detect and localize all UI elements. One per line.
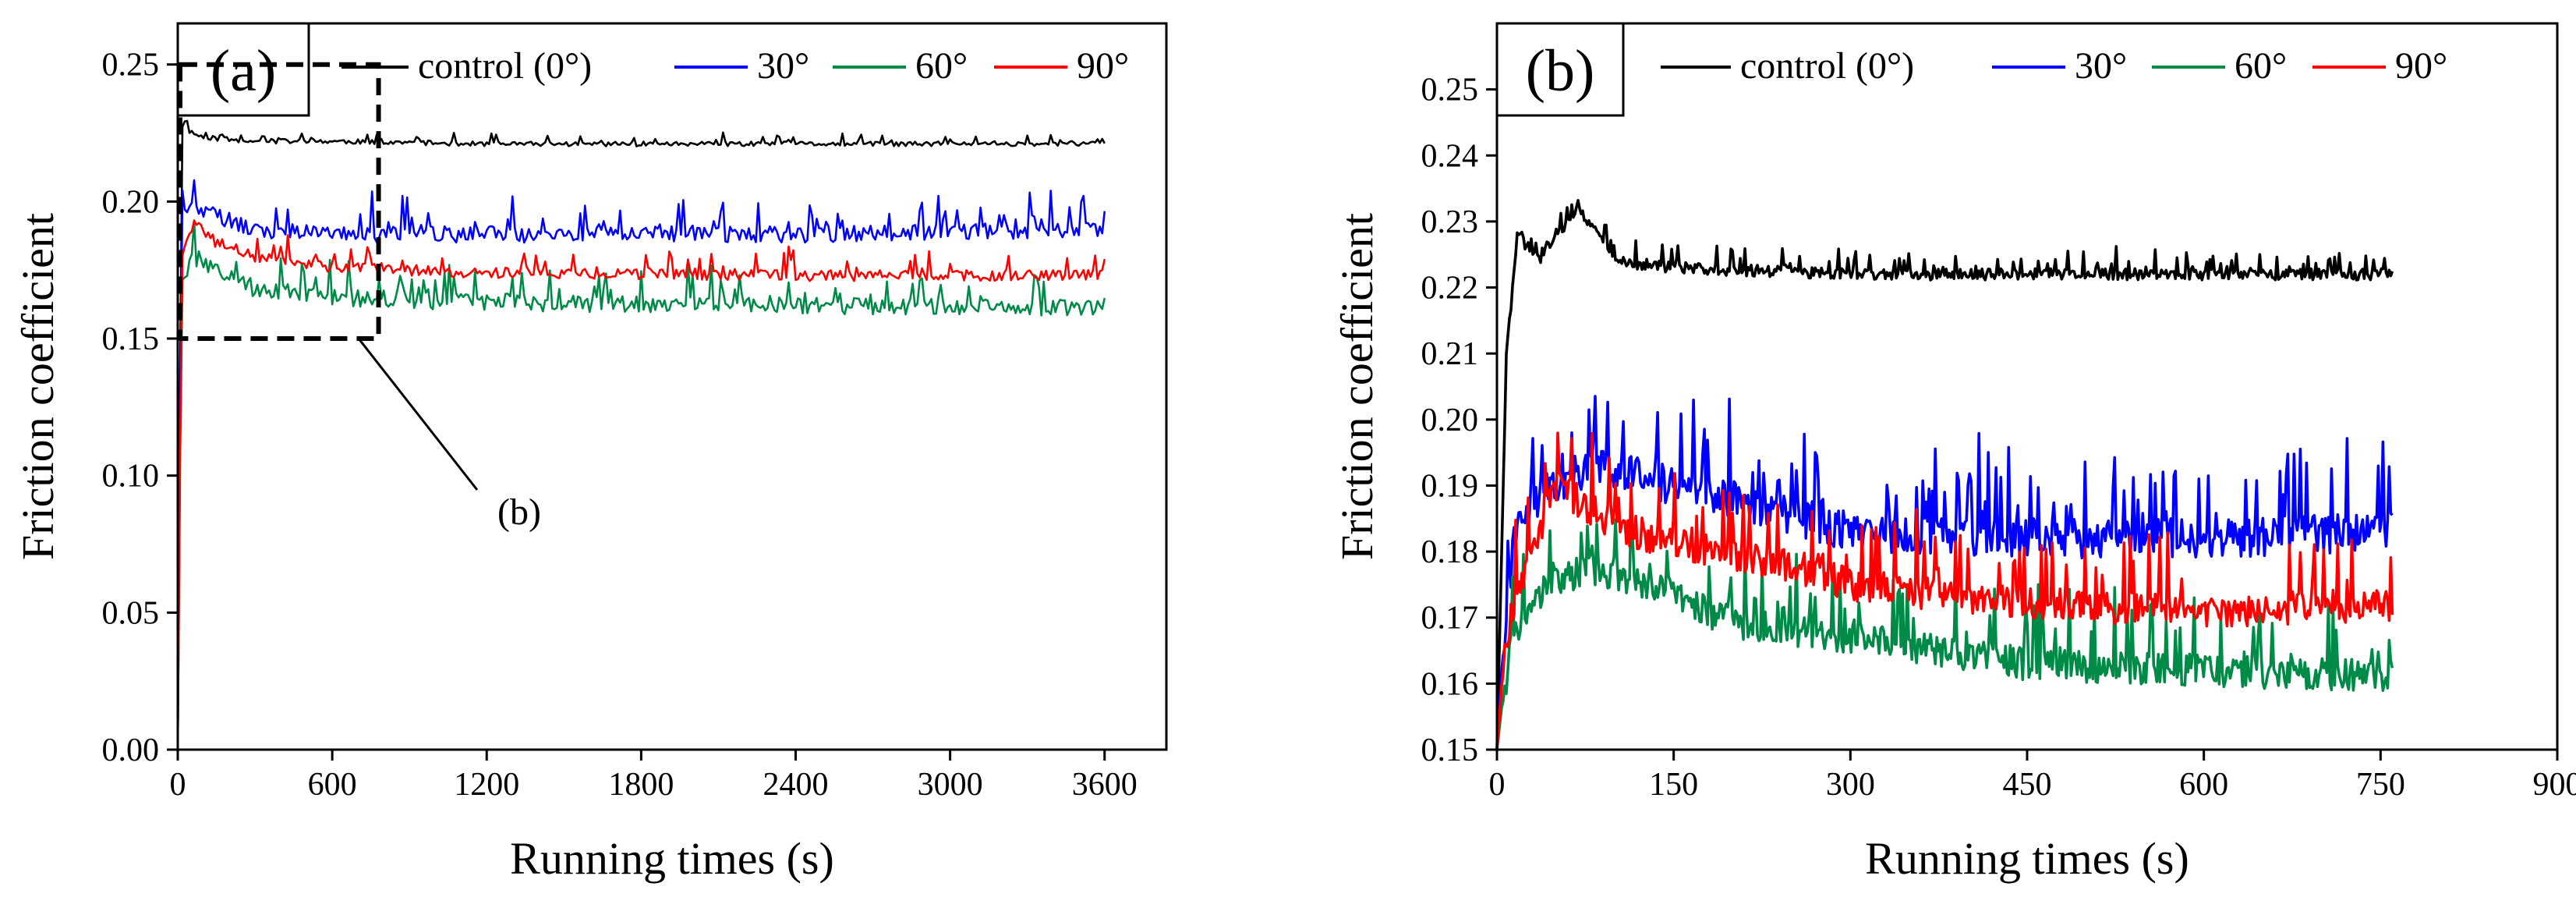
panel-b-legend-label-2: 60°: [2235, 45, 2287, 87]
panel-b-x-tick-label-5: 750: [2356, 767, 2405, 803]
panel-a-series-2-line: [176, 219, 1106, 750]
panel-a-x-tick-label-0: 0: [170, 767, 186, 803]
panel-b-y-tick-label-10: 0.25: [1421, 73, 1479, 108]
panel-a-y-tick-label-2: 0.10: [102, 459, 160, 495]
panel-a-y-tick-label-4: 0.20: [102, 184, 160, 220]
panel-a: 0 600 1200 1800 2400 3000 3600 0.00 0.05 0.10 0.15…: [12, 22, 1168, 884]
panel-a-legend-label-0: control (0°): [418, 45, 592, 87]
panel-a-x-tick-label-1: 600: [308, 767, 357, 803]
panel-b-y-tick-label-1: 0.16: [1421, 666, 1479, 702]
panel-b-x-tick-label-3: 450: [2003, 767, 2052, 803]
panel-b-x-axis-title: Running times (s): [1865, 833, 2189, 884]
panel-b: 0 150 300 450 600 750 900 0.15 0.16 0.17 0.18 0.19 0…: [1332, 22, 2576, 884]
panel-b-label-box: [1495, 22, 1625, 117]
panel-b-y-tick-label-9: 0.24: [1421, 138, 1479, 174]
panel-b-y-tick-label-3: 0.18: [1421, 534, 1479, 570]
panel-a-x-tick-label-2: 1200: [454, 767, 519, 803]
panel-b-x-tick-label-1: 150: [1649, 767, 1698, 803]
panel-b-legend-label-1: 30°: [2075, 45, 2127, 87]
panel-a-x-tick-label-6: 3600: [1072, 767, 1138, 803]
panel-a-y-tick-label-5: 0.25: [102, 48, 160, 83]
panel-a-x-tick-label-4: 2400: [763, 767, 829, 803]
panel-a-series-3-line: [176, 219, 1106, 750]
panel-a-x-tick-label-3: 1800: [608, 767, 674, 803]
panel-b-y-tick-label-0: 0.15: [1421, 732, 1479, 768]
panel-a-legend-label-2: 60°: [915, 45, 968, 87]
panel-b-label: (b): [1526, 38, 1595, 104]
panel-b-series-0-line: [1495, 199, 2394, 750]
panel-a-y-tick-label-1: 0.05: [102, 595, 160, 631]
panel-b-legend-label-0: control (0°): [1740, 45, 1914, 87]
panel-b-x-tick-label-2: 300: [1826, 767, 1875, 803]
panel-b-series-3-line: [1495, 431, 2394, 750]
panel-a-zoom-annotation: (b): [497, 491, 541, 533]
panel-b-legend-label-3: 90°: [2395, 45, 2447, 87]
panel-b-y-tick-label-5: 0.20: [1421, 403, 1479, 438]
panel-b-series-1-line: [1495, 395, 2394, 750]
panel-b-y-tick-label-2: 0.17: [1421, 601, 1479, 637]
panel-b-y-axis-title: Friction coefficient: [1332, 213, 1382, 560]
panel-b-y-tick-label-7: 0.22: [1421, 271, 1479, 307]
panel-a-x-tick-label-5: 3000: [918, 767, 983, 803]
panel-b-series-2-line: [1495, 506, 2394, 750]
panel-a-legend-label-3: 90°: [1077, 45, 1129, 87]
panel-b-y-tick-label-8: 0.23: [1421, 204, 1479, 240]
panel-a-x-axis-title: Running times (s): [510, 833, 834, 884]
panel-a-y-tick-label-0: 0.00: [102, 732, 160, 768]
panel-b-y-tick-label-4: 0.19: [1421, 468, 1479, 504]
panel-a-y-axis-title: Friction coefficient: [12, 213, 63, 560]
panel-b-x-tick-label-6: 900: [2533, 767, 2576, 803]
panel-a-y-tick-label-3: 0.15: [102, 321, 160, 357]
panel-a-zoom-leader-line: [359, 339, 479, 491]
panel-a-zoom-box: [178, 62, 381, 342]
panel-a-label-box: [176, 22, 310, 117]
panel-a-legend-label-1: 30°: [757, 45, 809, 87]
panel-a-label: (a): [211, 38, 276, 104]
panel-a-series-1-line: [176, 179, 1106, 750]
panel-b-x-tick-label-0: 0: [1489, 767, 1506, 803]
panel-a-plot-frame: [176, 22, 1168, 751]
panel-b-y-tick-label-6: 0.21: [1421, 336, 1479, 372]
panel-a-series-0-line: [176, 119, 1106, 750]
panel-b-x-tick-label-4: 600: [2179, 767, 2228, 803]
